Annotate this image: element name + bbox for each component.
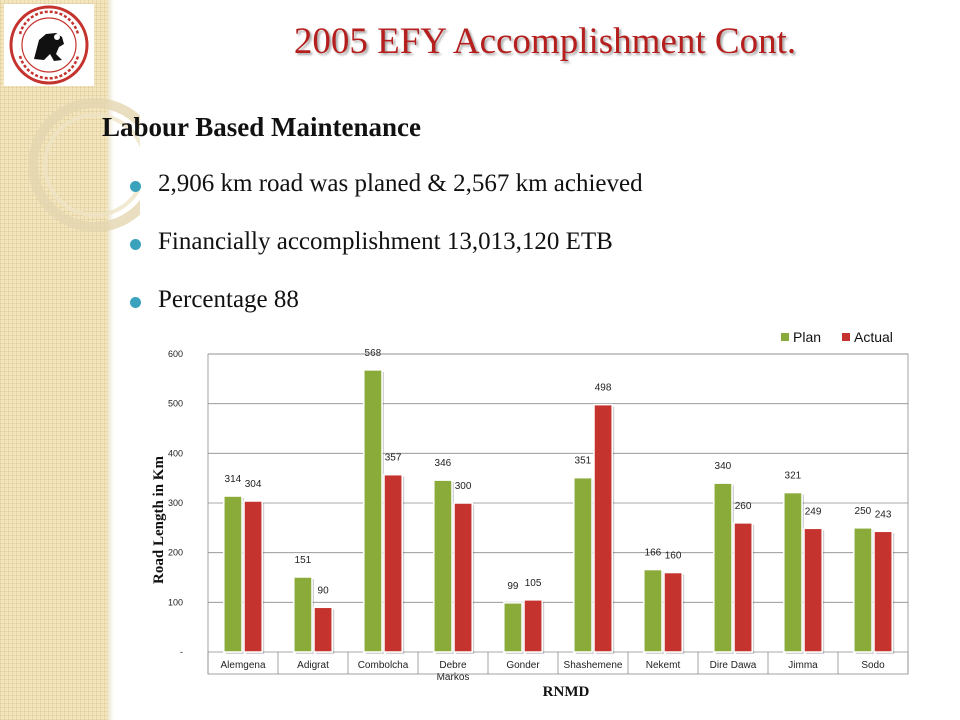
data-label-plan: 321 (785, 471, 802, 482)
category-label: Debre Markos (437, 660, 470, 683)
bar-plan (713, 482, 733, 653)
data-label-plan: 151 (295, 555, 312, 566)
data-label-actual: 498 (595, 383, 612, 394)
category-labels: Alemgena Adigrat Combolcha Debre Markos Gonde… (220, 660, 885, 683)
bar-actual (383, 473, 403, 653)
data-label-actual: 243 (875, 509, 892, 520)
plot-frame (207, 353, 909, 675)
legend: Plan Actual (781, 329, 893, 345)
data-label-plan: 346 (435, 458, 452, 469)
ethiopian-roads-authority-logo (4, 4, 94, 86)
category-label: Sodo (861, 660, 885, 671)
category-label: Adigrat (297, 660, 329, 671)
category-label: Jimma (788, 660, 818, 671)
bar-actual (663, 571, 683, 653)
data-label-actual: 105 (525, 578, 542, 589)
category-label: Shashemene (564, 660, 623, 671)
bullet-item-road-length: 2,906 km road was planed & 2,567 km achi… (130, 170, 643, 228)
data-label-actual: 357 (385, 453, 402, 464)
decorative-ring (28, 98, 140, 232)
section-heading: Labour Based Maintenance (102, 112, 422, 142)
data-label-actual: 304 (245, 479, 262, 490)
y-axis-ticks: - 100 200 300 400 500 600 (168, 349, 183, 657)
bar-plan (433, 479, 453, 653)
legend-swatch-actual (842, 333, 850, 341)
data-label-actual: 300 (455, 481, 472, 492)
bar-actual (243, 500, 263, 653)
y-tick-label: 300 (168, 498, 183, 508)
data-label-plan: 166 (645, 548, 662, 559)
data-label-actual: 90 (318, 585, 330, 596)
bars (223, 369, 895, 654)
bar-actual (803, 527, 823, 653)
bar-actual (453, 502, 473, 653)
y-axis-title: Road Length in Km (151, 456, 167, 584)
category-label: Nekemt (646, 660, 681, 671)
legend-label-plan: Plan (793, 329, 821, 345)
bar-actual (523, 599, 543, 653)
legend-swatch-plan (781, 333, 789, 341)
bullet-item-percentage: Percentage 88 (130, 286, 643, 344)
category-label: Combolcha (358, 660, 409, 671)
legend-label-actual: Actual (854, 329, 893, 345)
bullet-list: 2,906 km road was planed & 2,567 km achi… (130, 170, 643, 344)
data-label-actual: 249 (805, 506, 822, 517)
bar-actual (733, 522, 753, 653)
category-label: Dire Dawa (710, 660, 757, 671)
bar-plan (363, 369, 383, 653)
category-label: Gonder (506, 660, 540, 671)
bar-actual (873, 530, 893, 653)
y-tick-label: 500 (168, 399, 183, 409)
data-label-plan: 340 (715, 461, 732, 472)
data-label-actual: 260 (735, 501, 752, 512)
slide-title: 2005 EFY Accomplishment Cont. (293, 21, 797, 62)
bar-plan (293, 576, 313, 653)
bar-actual (313, 606, 333, 653)
data-label-plan: 568 (365, 348, 382, 359)
category-label: Alemgena (220, 660, 265, 671)
bullet-item-financial: Financially accomplishment 13,013,120 ET… (130, 228, 643, 286)
data-labels: 314 304 151 90 568 357 346 300 99 105 351 498 166 160… (225, 348, 892, 596)
data-label-plan: 250 (855, 506, 872, 517)
bar-plan (853, 527, 873, 653)
data-label-plan: 314 (225, 474, 242, 485)
data-label-plan: 99 (507, 581, 519, 592)
y-tick-label: 600 (168, 349, 183, 359)
bar-plan (223, 495, 243, 653)
data-label-plan: 351 (575, 456, 592, 467)
bar-actual (593, 403, 613, 653)
bar-plan (573, 476, 593, 653)
y-tick-label: 400 (168, 448, 183, 458)
bar-plan (643, 568, 663, 653)
bar-chart: Road Length in Km RNMD Plan Actual - 100 2… (151, 329, 909, 700)
bar-plan (503, 602, 523, 653)
y-tick-label: - (180, 647, 183, 657)
x-axis-title: RNMD (543, 684, 590, 700)
bar-plan (783, 491, 803, 653)
y-tick-label: 100 (168, 597, 183, 607)
y-tick-label: 200 (168, 548, 183, 558)
data-label-actual: 160 (665, 551, 682, 562)
